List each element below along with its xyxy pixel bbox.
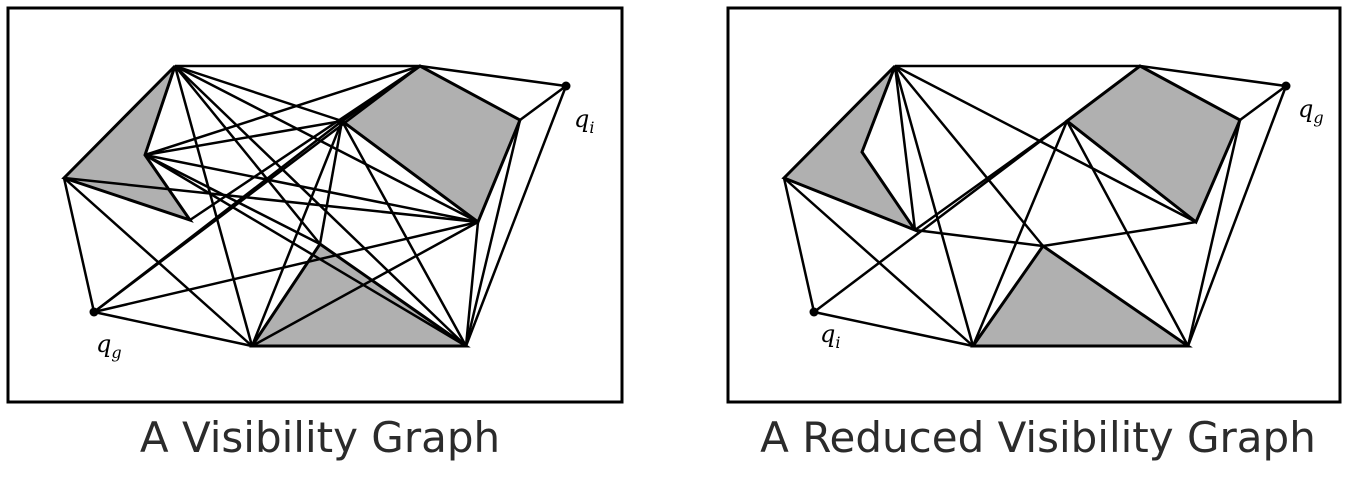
frame: [6, 6, 624, 404]
node-start-q-i: [809, 307, 819, 317]
obstacle-left: [61, 64, 194, 223]
visibility-graph-diagram: qi qg: [6, 6, 624, 404]
label-bottom-left: qg: [96, 330, 122, 362]
obstacle-bottom: [249, 241, 471, 348]
visibility-graph-panel: qi qg A Visibility Graph: [0, 0, 640, 478]
label-top-right: qg: [1298, 95, 1324, 127]
obstacle-bottom: [970, 243, 1193, 348]
graph-edges: [782, 64, 1288, 348]
label-top-right: qi: [574, 105, 595, 137]
reduced-visibility-graph-diagram: qg qi: [726, 6, 1342, 404]
frame: [726, 6, 1342, 404]
caption: A Reduced Visibility Graph: [760, 413, 1316, 462]
graph-edges: [62, 64, 568, 348]
node-start-q-i: [561, 81, 571, 91]
label-bottom-left: qi: [820, 320, 841, 352]
caption: A Visibility Graph: [139, 413, 501, 462]
node-goal-q-g: [1281, 81, 1291, 91]
node-goal-q-g: [89, 307, 99, 317]
obstacle-left: [781, 64, 919, 234]
reduced-visibility-graph-panel: qg qi A Reduced Visibility Graph: [720, 0, 1356, 478]
